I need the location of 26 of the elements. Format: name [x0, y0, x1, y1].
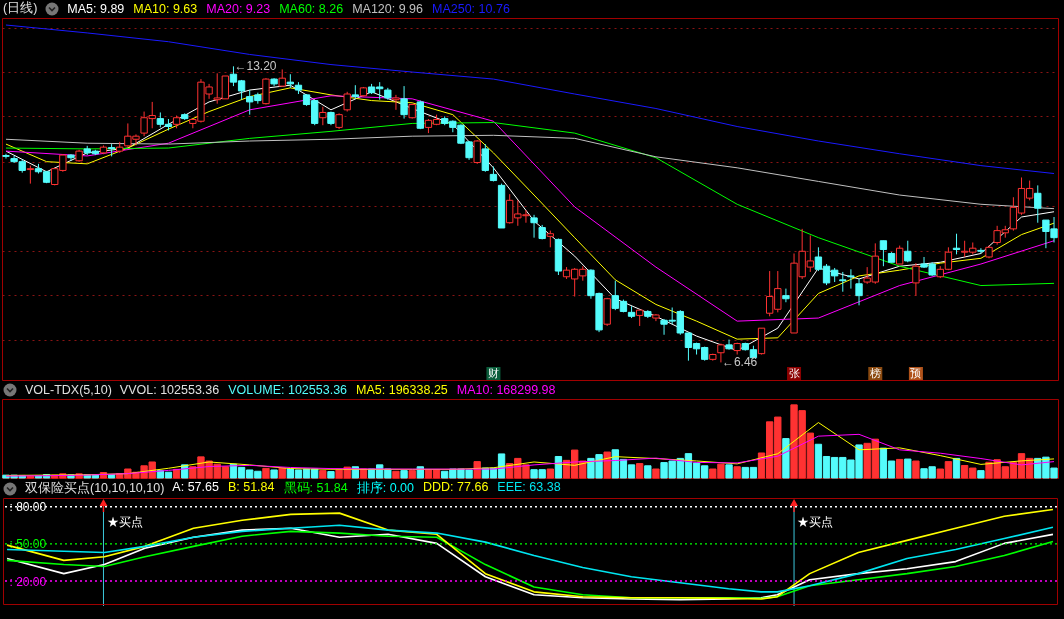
text: MA5: 196338.25: [356, 382, 448, 397]
text: 黑码: 51.84: [283, 480, 348, 497]
text: MA10: 168299.98: [456, 382, 556, 397]
text: VOLUME: 102553.36: [228, 382, 348, 397]
text: A: 57.65: [172, 480, 219, 496]
text: MA10: 9.63: [133, 1, 198, 16]
chart-title: VOL-TDX(5,10): [25, 382, 112, 397]
text: DDD: 77.66: [423, 480, 489, 496]
y-tick-label: : 20.00: [9, 574, 47, 589]
text: MA60: 8.26: [279, 1, 344, 16]
text: MA20: 9.23: [206, 1, 271, 16]
text: EEE: 63.38: [497, 480, 561, 496]
annotation: ←6.46: [721, 355, 758, 370]
y-tick-label: : 50.00: [9, 537, 47, 552]
text: VVOL: 102553.36: [119, 382, 220, 397]
chart-title: 双保险买点(10,10,10,10): [25, 480, 165, 497]
annotation: ←13.20: [234, 59, 277, 74]
text: B: 51.84: [227, 480, 275, 496]
text: MA250: 10.76: [432, 1, 510, 16]
text: MA5: 9.89: [67, 1, 125, 16]
chart-title: (日线): [3, 0, 38, 17]
annotation: ★买点: [107, 515, 144, 529]
annotation: ★买点: [796, 515, 833, 529]
text: MA120: 9.96: [352, 1, 424, 16]
y-tick-label: : 80.00: [9, 500, 47, 515]
text: 排序: 0.00: [356, 480, 415, 497]
